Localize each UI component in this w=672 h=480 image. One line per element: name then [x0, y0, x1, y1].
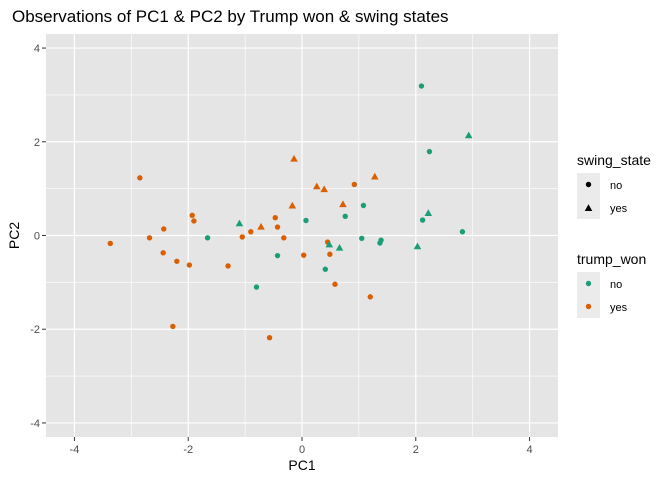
point-circle: [378, 237, 384, 243]
point-circle: [327, 251, 333, 257]
point-triangle: [235, 219, 244, 227]
point-circle: [170, 323, 176, 330]
point-circle: [459, 229, 466, 235]
point-circle: [351, 181, 358, 188]
x-tick-label: 2: [413, 444, 419, 456]
point-circle: [342, 213, 348, 219]
legend-orange-marker: [585, 303, 592, 310]
legend-triangle-marker: [584, 204, 593, 212]
point-circle: [266, 334, 273, 341]
point-circle: [360, 202, 367, 209]
point-triangle: [313, 182, 321, 190]
point-circle: [332, 281, 338, 287]
point-circle: [174, 258, 180, 264]
point-circle: [186, 262, 193, 268]
point-triangle: [413, 242, 422, 250]
point-circle: [204, 235, 211, 241]
point-circle: [189, 212, 195, 219]
legend-swing-state: swing_state no yes: [577, 152, 651, 219]
point-circle: [301, 252, 307, 258]
legend-green-marker: [585, 280, 592, 287]
point-circle: [418, 83, 425, 89]
point-circle: [367, 294, 373, 300]
x-tick-label: 4: [526, 444, 532, 456]
data-points: [107, 83, 473, 341]
point-triangle: [335, 243, 344, 251]
x-tick-label: -4: [70, 444, 80, 456]
point-circle: [160, 250, 166, 256]
legend-label-no: no: [610, 180, 622, 192]
legend-shape-title: swing_state: [577, 152, 651, 168]
axis-ticks: -4 -2 0 2 4 -4 -2 0 2 4: [30, 43, 532, 456]
point-circle: [272, 214, 278, 221]
point-circle: [281, 235, 287, 241]
legend-circle-marker: [585, 181, 592, 188]
point-circle: [274, 224, 281, 230]
y-tick-label: 0: [34, 231, 40, 243]
point-circle: [419, 217, 426, 223]
chart-title: Observations of PC1 & PC2 by Trump won &…: [12, 7, 449, 26]
y-axis-title: PC2: [6, 222, 22, 249]
point-triangle: [424, 209, 433, 216]
point-circle: [248, 229, 254, 235]
legend-label-yes: yes: [610, 302, 628, 314]
point-circle: [322, 266, 329, 272]
y-tick-label: 4: [34, 43, 40, 55]
point-circle: [274, 252, 281, 259]
legend-label-no: no: [610, 279, 622, 291]
point-circle: [253, 284, 260, 290]
point-circle: [191, 218, 197, 224]
x-tick-label: -2: [183, 444, 193, 456]
point-circle: [239, 234, 245, 240]
legend-color-title: trump_won: [577, 251, 646, 267]
grid-major-lines: [46, 34, 558, 437]
point-triangle: [339, 200, 347, 208]
point-circle: [359, 235, 365, 242]
point-circle: [146, 235, 153, 241]
y-tick-label: -2: [30, 324, 40, 336]
point-triangle: [290, 154, 298, 162]
point-triangle: [464, 131, 473, 139]
point-circle: [107, 240, 113, 247]
point-triangle: [257, 222, 265, 230]
point-triangle: [371, 172, 379, 180]
point-circle: [137, 175, 143, 181]
point-triangle: [288, 201, 297, 209]
x-axis-title: PC1: [288, 457, 315, 473]
point-circle: [426, 148, 433, 155]
point-circle: [303, 217, 309, 224]
point-circle: [161, 226, 167, 232]
y-tick-label: -4: [30, 418, 40, 430]
x-tick-label: 0: [299, 444, 305, 456]
y-tick-label: 2: [34, 137, 40, 149]
point-triangle: [320, 185, 328, 193]
legend-trump-won: trump_won no yes: [577, 251, 646, 318]
legend-label-yes: yes: [610, 203, 628, 215]
point-triangle: [325, 240, 334, 248]
point-circle: [225, 263, 231, 269]
